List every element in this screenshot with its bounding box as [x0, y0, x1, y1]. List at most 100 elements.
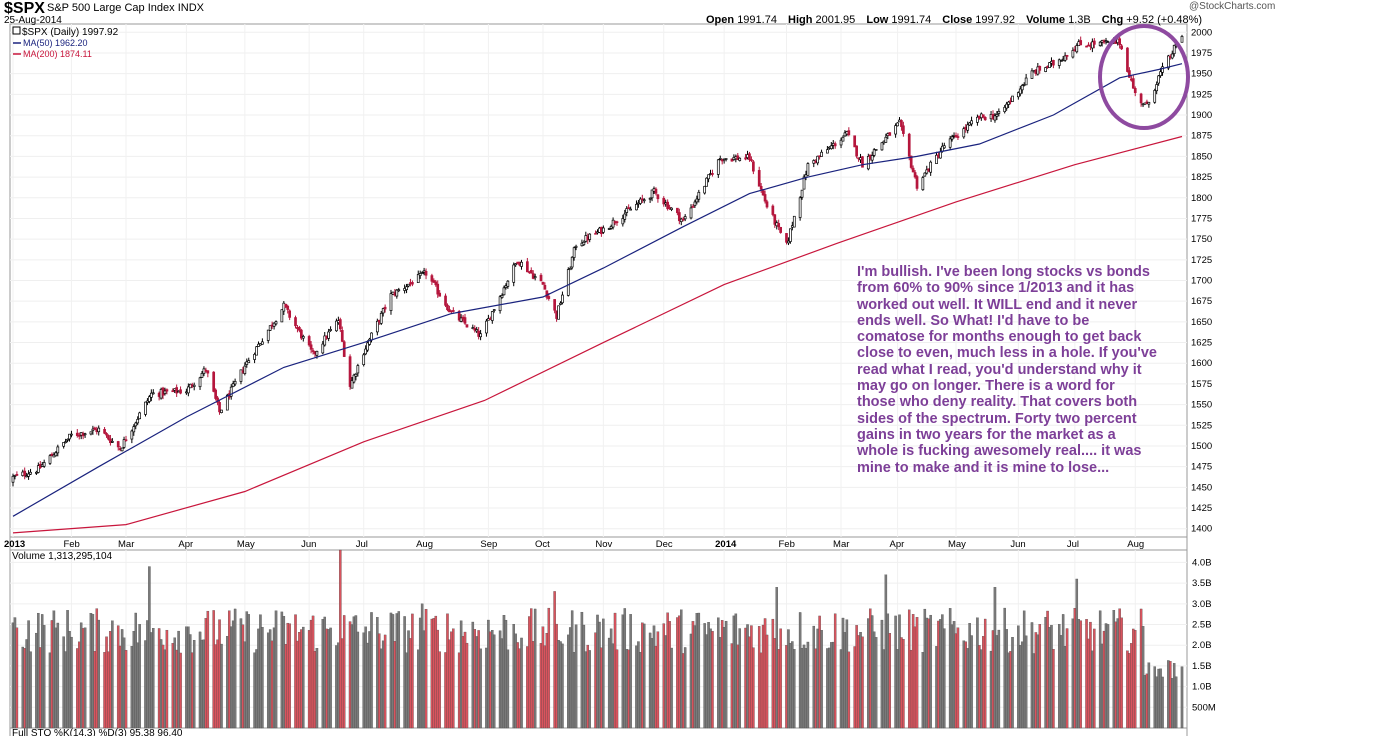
candle-body [884, 136, 888, 143]
month-label: May [237, 539, 255, 550]
volume-bar [288, 623, 291, 729]
candle-body [1018, 88, 1022, 95]
candle-body [1020, 85, 1024, 91]
candle-body [923, 172, 927, 177]
candle-body [942, 145, 946, 149]
candle-body [570, 256, 574, 268]
candle-body [29, 471, 32, 475]
candle-body [35, 471, 38, 474]
month-label: Nov [595, 539, 612, 550]
candle-body [311, 350, 315, 352]
candle-body [970, 120, 973, 125]
candle-body [329, 329, 332, 331]
candle-body [120, 447, 124, 452]
candle-body [56, 446, 60, 454]
candle-body [111, 441, 114, 443]
candle-body [36, 465, 40, 473]
candle-body [1091, 41, 1094, 49]
volume-tick-label: 3.5B [1192, 578, 1212, 589]
ohlc-readout: Open 1991.74 High 2001.95 Low 1991.74 Cl… [706, 14, 1202, 26]
volume-bar [356, 631, 360, 729]
volume-bar [1052, 649, 1055, 729]
candle-body [274, 321, 278, 325]
volume-bar [452, 628, 455, 729]
candle-body [514, 263, 518, 266]
candle-body [621, 218, 625, 225]
candle-body [625, 208, 629, 213]
candle-body [802, 176, 806, 190]
candle-body [434, 281, 438, 286]
candle-body [738, 157, 742, 161]
volume-label: Volume [1026, 14, 1066, 26]
candle-body [662, 197, 666, 205]
candle-body [703, 185, 707, 194]
volume-bar [424, 608, 428, 729]
candle-body [705, 177, 708, 187]
candle-body [720, 159, 724, 162]
candle-body [533, 276, 537, 279]
candle-body [309, 344, 313, 350]
candle-body [956, 136, 960, 138]
candle-body [132, 426, 136, 433]
candle-body [1170, 53, 1174, 59]
candle-body [294, 317, 297, 327]
ma200-legend-text: MA(200) 1874.11 [23, 49, 92, 59]
candle-body [816, 155, 820, 164]
high-label: High [788, 14, 813, 26]
month-label: Jul [1067, 539, 1079, 550]
candle-body [383, 306, 387, 310]
volume-bar [643, 623, 646, 729]
candle-body [200, 372, 204, 378]
price-tick-label: 1850 [1191, 151, 1212, 162]
month-label: Jun [301, 539, 316, 550]
candle-body [711, 173, 714, 175]
month-label: Aug [416, 539, 433, 550]
volume-bar [833, 613, 837, 729]
candle-body [594, 232, 597, 235]
candle-body [1106, 41, 1110, 44]
candle-body [231, 383, 235, 387]
candle-body [689, 207, 693, 219]
volume-bar [1038, 624, 1042, 729]
candle-body [1016, 92, 1020, 98]
ticker-symbol: $SPX [4, 0, 45, 17]
candle-body [765, 201, 769, 208]
volume-tick-label: 3.0B [1192, 599, 1212, 610]
candle-body [907, 133, 911, 157]
volume-bar [329, 627, 332, 729]
index-fullname: S&P 500 Large Cap Index [47, 2, 175, 14]
candle-body [266, 329, 270, 341]
candle-body [1038, 66, 1042, 71]
candle-body [629, 208, 632, 211]
candle-body [843, 132, 847, 137]
candle-body [582, 241, 586, 246]
candle-body [666, 201, 669, 210]
candle-body [64, 441, 67, 443]
candle-body [136, 418, 140, 424]
index-name: S&P 500 Large Cap Index INDX [47, 2, 204, 14]
candle-body [707, 174, 710, 180]
candle-body [77, 435, 81, 437]
volume-bar [124, 650, 128, 729]
candle-body [1180, 36, 1184, 43]
candle-body [245, 361, 249, 365]
watermark-logo: @StockCharts.com [1189, 1, 1276, 12]
candle-body [962, 128, 966, 138]
month-label: Mar [118, 539, 134, 550]
candle-body [432, 280, 436, 283]
candle-body [1147, 101, 1151, 105]
volume-bar [42, 625, 46, 729]
candle-body [654, 188, 658, 194]
candle-body [693, 201, 697, 206]
volume-bar [670, 647, 673, 729]
volume-bar [70, 636, 73, 729]
candle-body [165, 389, 169, 392]
candle-body [124, 439, 128, 442]
candle-body [370, 332, 373, 341]
candle-body [894, 125, 897, 135]
candle-body [430, 275, 434, 282]
candle-body [752, 161, 755, 172]
volume-bar [1065, 628, 1069, 729]
candle-body [436, 283, 440, 295]
candle-body [670, 207, 673, 210]
